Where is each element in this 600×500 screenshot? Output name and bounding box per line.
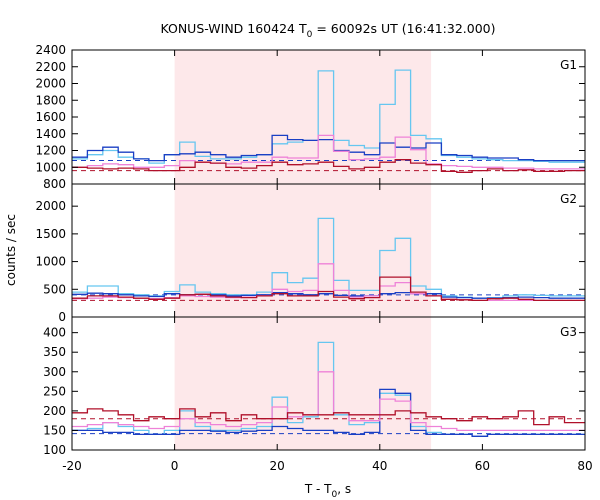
y-tick-label: 0	[58, 310, 66, 324]
panel-g3: 100 150 200 250 300 350 400 G3	[43, 316, 586, 457]
panel-label: G3	[560, 325, 577, 339]
panel-data	[72, 341, 585, 437]
y-tick-label: 400	[43, 326, 66, 340]
panel-g2: 0 500 1000 1500 2000 G2	[35, 183, 586, 324]
series-dark-red	[72, 276, 585, 302]
x-tick-label: 60	[475, 459, 490, 473]
series-dark-blue	[72, 388, 585, 437]
panel-label: G2	[560, 192, 577, 206]
x-axis-label: T - T0, s	[304, 482, 351, 500]
series-light-blue	[72, 69, 585, 164]
y-tick-label: 2200	[35, 60, 66, 74]
y-tick-label: 200	[43, 404, 66, 418]
y-axis-label: counts / sec	[4, 214, 18, 286]
y-tick-label: 300	[43, 365, 66, 379]
y-tick-label: 1000	[35, 255, 66, 269]
panel-data	[72, 69, 585, 173]
chart-title: KONUS-WIND 160424 T0 = 60092s UT (16:41:…	[160, 21, 495, 40]
panel-frame	[71, 316, 586, 451]
panel-data	[72, 217, 585, 302]
x-axis: -20 0 20 40 60 80	[62, 459, 592, 473]
y-tick-label: 350	[43, 345, 66, 359]
x-tick-label: -20	[62, 459, 82, 473]
series-pink	[72, 371, 585, 432]
y-tick-label: 1200	[35, 144, 66, 158]
panel-g1: 800 1000 1200 1400 1600 1800 2000 2200 2400 G1	[35, 43, 586, 191]
y-tick-label: 1600	[35, 110, 66, 124]
y-tick-label: 500	[43, 282, 66, 296]
x-tick-label: 40	[372, 459, 387, 473]
series-dark-red	[72, 159, 585, 173]
series-dark-blue	[72, 291, 585, 299]
panel-label: G1	[560, 58, 577, 72]
panels-group: 800 1000 1200 1400 1600 1800 2000 2200 2400 G1 0 50…	[35, 43, 586, 457]
y-tick-label: 1500	[35, 227, 66, 241]
y-tick-label: 800	[43, 177, 66, 191]
series-pink	[72, 134, 585, 170]
y-tick-label: 100	[43, 443, 66, 457]
y-tick-label: 150	[43, 423, 66, 437]
y-tick-label: 1000	[35, 160, 66, 174]
y-tick-label: 1400	[35, 127, 66, 141]
y-tick-label: 2400	[35, 43, 66, 57]
series-dark-red	[72, 408, 585, 426]
y-tick-label: 2000	[35, 199, 66, 213]
x-tick-label: 80	[577, 459, 592, 473]
y-tick-label: 250	[43, 384, 66, 398]
x-tick-label: 0	[171, 459, 179, 473]
y-tick-label: 2000	[35, 77, 66, 91]
y-tick-label: 1800	[35, 93, 66, 107]
highlight-interval	[174, 317, 432, 450]
x-tick-label: 20	[270, 459, 285, 473]
